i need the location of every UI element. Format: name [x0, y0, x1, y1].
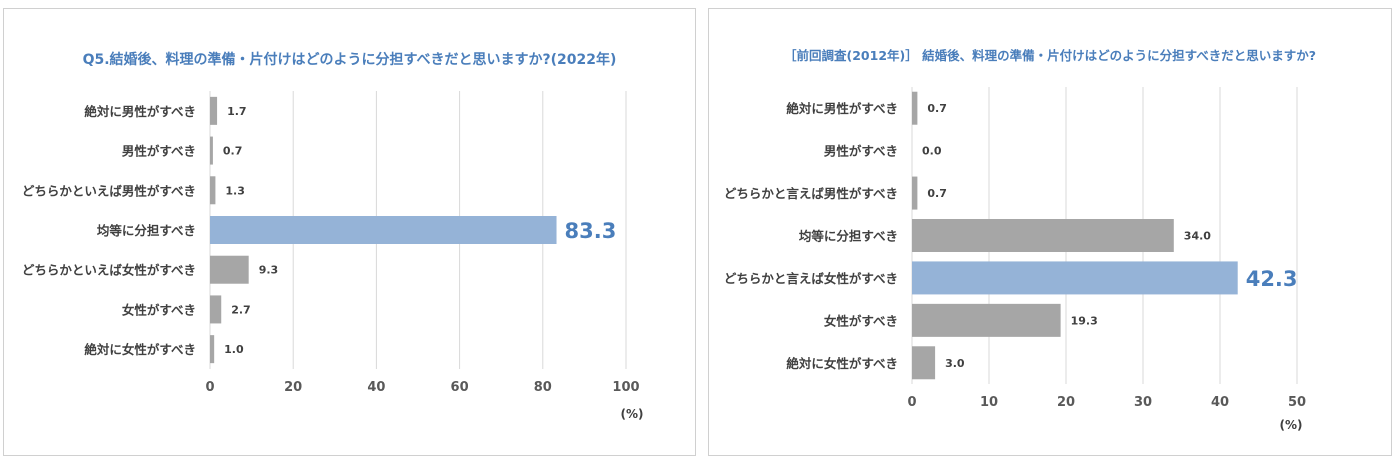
x-tick-label: 40: [367, 380, 385, 395]
data-label: 19.3: [1071, 314, 1098, 327]
x-tick-label: 20: [1057, 395, 1075, 410]
category-label: どちらかといえば男性がすべき: [22, 183, 196, 198]
bar: [912, 91, 918, 125]
data-label: 1.3: [225, 184, 245, 197]
x-tick-label: 0: [205, 380, 214, 395]
category-label: 絶対に男性がすべき: [786, 101, 898, 116]
data-label: 0.7: [927, 187, 947, 200]
x-tick-label: 60: [451, 380, 469, 395]
bar: [210, 176, 216, 205]
category-label: 絶対に女性がすべき: [786, 356, 898, 371]
chart-title: Q5.結婚後、料理の準備・片付けはどのように分担すべきだと思いますか?(2022…: [82, 52, 617, 68]
bar: [210, 136, 213, 165]
data-label: 1.7: [227, 105, 247, 118]
x-tick-label: 80: [534, 380, 552, 395]
x-tick-label: 100: [612, 380, 639, 395]
bar-chart-2012: 0 10 20 30 40 50 絶対に男性がすべき 0.7 男性がすべき 0.0 どちらかと言えば…: [724, 87, 1306, 432]
data-label: 0.7: [927, 102, 947, 115]
category-label: どちらかと言えば男性がすべき: [724, 186, 898, 201]
chart-panel-2012: ［前回調査(2012年)］ 結婚後、料理の準備・片付けはどのように分担すべきだと…: [708, 8, 1392, 456]
x-tick-label: 40: [1211, 395, 1229, 410]
bar: [912, 346, 936, 380]
chart-panel-2022: Q5.結婚後、料理の準備・片付けはどのように分担すべきだと思いますか?(2022…: [3, 8, 696, 456]
category-label: 男性がすべき: [824, 144, 898, 159]
bar-chart-2022: 0 20 40 60 80 100 絶対に男性がすべき 1.7 男性がすべき 0.7 どちらかといえ…: [22, 91, 644, 421]
category-label: 均等に分担すべき: [799, 229, 898, 244]
data-label: 34.0: [1184, 230, 1211, 243]
bar: [210, 96, 218, 125]
bar: [210, 255, 249, 284]
category-label: 女性がすべき: [824, 313, 898, 328]
data-label: 0.7: [223, 145, 243, 158]
data-label: 83.3: [565, 219, 617, 243]
category-label: どちらかといえば女性がすべき: [22, 263, 196, 278]
unit-label: (%): [621, 407, 644, 421]
x-tick-label: 50: [1288, 395, 1306, 410]
bar: [210, 295, 222, 324]
category-label: 男性がすべき: [122, 144, 196, 159]
data-label: 3.0: [945, 357, 965, 370]
data-label: 2.7: [231, 303, 251, 316]
bar: [912, 219, 1174, 252]
bar: [210, 216, 557, 244]
category-label: 絶対に男性がすべき: [84, 104, 196, 119]
bar: [912, 261, 1238, 295]
category-label: 女性がすべき: [122, 302, 196, 317]
category-label: 絶対に女性がすべき: [84, 342, 196, 357]
bar: [210, 335, 215, 364]
x-tick-label: 30: [1134, 395, 1152, 410]
x-tick-label: 10: [980, 395, 998, 410]
data-label: 0.0: [922, 145, 942, 158]
data-label: 9.3: [259, 264, 279, 277]
category-label: どちらかと言えば女性がすべき: [724, 271, 898, 286]
data-label: 1.0: [224, 343, 244, 356]
chart-title: ［前回調査(2012年)］ 結婚後、料理の準備・片付けはどのように分担すべきだと…: [784, 48, 1316, 63]
bar: [912, 176, 918, 210]
bar: [912, 303, 1061, 337]
x-tick-label: 20: [284, 380, 302, 395]
x-tick-label: 0: [907, 395, 916, 410]
unit-label: (%): [1280, 418, 1303, 432]
category-label: 均等に分担すべき: [97, 223, 196, 238]
data-label: 42.3: [1246, 267, 1298, 291]
